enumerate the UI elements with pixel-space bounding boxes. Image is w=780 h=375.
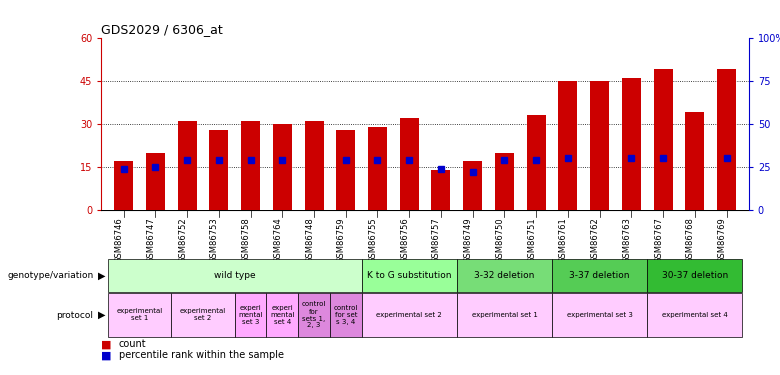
Text: experimental
set 2: experimental set 2 bbox=[180, 309, 226, 321]
Bar bbox=[495, 153, 514, 210]
Bar bbox=[178, 121, 197, 210]
Bar bbox=[273, 124, 292, 210]
Text: experimental set 4: experimental set 4 bbox=[662, 312, 728, 318]
Bar bbox=[647, 293, 743, 337]
Text: GSM86769: GSM86769 bbox=[718, 217, 727, 263]
Bar bbox=[209, 129, 229, 210]
Text: 30-37 deletion: 30-37 deletion bbox=[661, 271, 728, 280]
Text: GDS2029 / 6306_at: GDS2029 / 6306_at bbox=[101, 23, 223, 36]
Text: experi
mental
set 4: experi mental set 4 bbox=[270, 305, 295, 325]
Bar bbox=[552, 293, 647, 337]
Text: ▶: ▶ bbox=[98, 310, 105, 320]
Text: genotype/variation: genotype/variation bbox=[7, 271, 94, 280]
Text: GSM86750: GSM86750 bbox=[495, 217, 505, 263]
Text: GSM86755: GSM86755 bbox=[368, 217, 378, 263]
Text: experimental set 1: experimental set 1 bbox=[471, 312, 537, 318]
Text: control
for set
s 3, 4: control for set s 3, 4 bbox=[334, 305, 358, 325]
Text: GSM86764: GSM86764 bbox=[273, 217, 282, 263]
Text: experimental
set 1: experimental set 1 bbox=[116, 309, 162, 321]
Bar bbox=[368, 127, 387, 210]
Text: experimental set 3: experimental set 3 bbox=[567, 312, 633, 318]
Bar bbox=[431, 170, 451, 210]
Text: wild type: wild type bbox=[214, 271, 256, 280]
Text: GSM86759: GSM86759 bbox=[337, 217, 346, 263]
Bar bbox=[241, 121, 260, 210]
Bar bbox=[399, 118, 419, 210]
Bar bbox=[552, 260, 647, 292]
Text: GSM86758: GSM86758 bbox=[242, 217, 250, 263]
Text: GSM86762: GSM86762 bbox=[590, 217, 600, 263]
Bar bbox=[108, 260, 362, 292]
Bar bbox=[654, 69, 672, 210]
Bar bbox=[146, 153, 165, 210]
Bar bbox=[114, 161, 133, 210]
Text: GSM86748: GSM86748 bbox=[305, 217, 314, 263]
Text: GSM86753: GSM86753 bbox=[210, 217, 219, 263]
Bar bbox=[558, 81, 577, 210]
Text: GSM86767: GSM86767 bbox=[654, 217, 663, 263]
Text: GSM86751: GSM86751 bbox=[527, 217, 536, 263]
Bar bbox=[108, 293, 172, 337]
Bar bbox=[362, 293, 457, 337]
Bar bbox=[686, 112, 704, 210]
Bar bbox=[622, 78, 641, 210]
Bar bbox=[336, 129, 355, 210]
Bar bbox=[235, 293, 267, 337]
Bar bbox=[457, 260, 552, 292]
Bar bbox=[717, 69, 736, 210]
Text: GSM86747: GSM86747 bbox=[147, 217, 155, 263]
Text: GSM86746: GSM86746 bbox=[115, 217, 123, 263]
Text: K to G substitution: K to G substitution bbox=[367, 271, 452, 280]
Text: control
for
sets 1,
2, 3: control for sets 1, 2, 3 bbox=[302, 302, 326, 328]
Text: 3-32 deletion: 3-32 deletion bbox=[474, 271, 534, 280]
Bar bbox=[172, 293, 235, 337]
Text: count: count bbox=[119, 339, 146, 349]
Bar bbox=[526, 115, 546, 210]
Text: experimental set 2: experimental set 2 bbox=[377, 312, 442, 318]
Text: GSM86756: GSM86756 bbox=[400, 217, 410, 263]
Bar bbox=[362, 260, 457, 292]
Bar bbox=[647, 260, 743, 292]
Text: GSM86763: GSM86763 bbox=[622, 217, 631, 263]
Bar bbox=[298, 293, 330, 337]
Text: GSM86752: GSM86752 bbox=[178, 217, 187, 263]
Bar bbox=[330, 293, 362, 337]
Text: experi
mental
set 3: experi mental set 3 bbox=[239, 305, 263, 325]
Text: protocol: protocol bbox=[57, 310, 94, 320]
Text: 3-37 deletion: 3-37 deletion bbox=[569, 271, 630, 280]
Bar bbox=[463, 161, 482, 210]
Text: GSM86768: GSM86768 bbox=[686, 217, 695, 263]
Text: ■: ■ bbox=[101, 339, 112, 349]
Bar bbox=[267, 293, 298, 337]
Text: GSM86761: GSM86761 bbox=[559, 217, 568, 263]
Text: GSM86757: GSM86757 bbox=[432, 217, 441, 263]
Text: GSM86749: GSM86749 bbox=[463, 217, 473, 263]
Text: percentile rank within the sample: percentile rank within the sample bbox=[119, 351, 284, 360]
Text: ▶: ▶ bbox=[98, 271, 105, 280]
Text: ■: ■ bbox=[101, 351, 112, 360]
Bar bbox=[457, 293, 552, 337]
Bar bbox=[304, 121, 324, 210]
Bar bbox=[590, 81, 609, 210]
